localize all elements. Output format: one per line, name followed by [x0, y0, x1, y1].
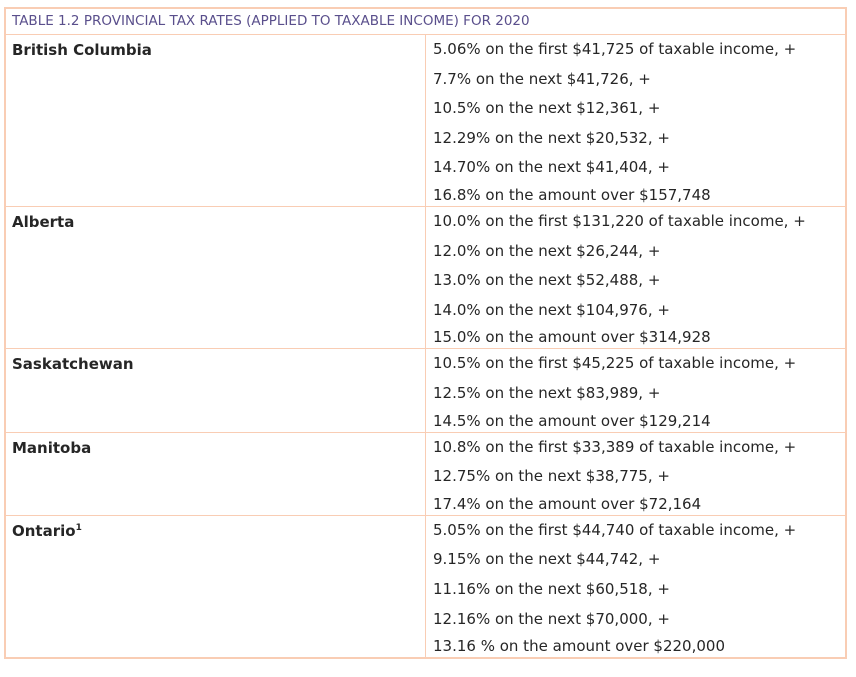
rate-line: 9.15% on the next $44,742, + [433, 550, 661, 569]
rate-line: 10.8% on the first $33,389 of taxable in… [433, 437, 797, 456]
table-title: PROVINCIAL TAX RATES (APPLIED TO TAXABLE… [83, 13, 530, 29]
province-name: Saskatchewan [12, 355, 134, 374]
rate-line: 10.5% on the first $45,225 of taxable in… [433, 354, 797, 373]
rates-cell: 10.0% on the first $131,220 of taxable i… [426, 207, 845, 348]
rates-cell: 10.5% on the first $45,225 of taxable in… [426, 349, 845, 431]
rate-line: 15.0% on the amount over $314,928 [433, 328, 711, 347]
province-name: Manitoba [12, 438, 92, 457]
rate-line: 13.0% on the next $52,488, + [433, 271, 661, 290]
province-cell: Saskatchewan [6, 349, 426, 432]
rate-line: 13.16 % on the amount over $220,000 [433, 637, 726, 656]
rate-line: 14.5% on the amount over $129,214 [433, 411, 711, 430]
table-row: Manitoba 10.8% on the first $33,389 of ta… [6, 432, 845, 516]
rate-line: 5.05% on the first $44,740 of taxable in… [433, 520, 797, 539]
rate-line: 14.70% on the next $41,404, + [433, 158, 670, 177]
province-cell: British Columbia [6, 35, 426, 206]
rate-line: 14.0% on the next $104,976, + [433, 300, 670, 319]
province-cell: Alberta [6, 206, 426, 349]
province-cell: Manitoba [6, 432, 426, 515]
rate-line: 16.8% on the amount over $157,748 [433, 185, 711, 204]
table-row: British Columbia 5.06% on the first $41,7… [6, 35, 845, 207]
province-cell: Ontario1 [6, 515, 426, 658]
rate-line: 10.0% on the first $131,220 of taxable i… [433, 211, 806, 230]
table-row: Alberta 10.0% on the first $131,220 of ta… [6, 206, 845, 350]
rate-line: 5.06% on the first $41,725 of taxable in… [433, 40, 797, 58]
rate-line: 12.0% on the next $26,244, + [433, 241, 661, 260]
rate-line: 12.29% on the next $20,532, + [433, 128, 670, 147]
tax-rate-table: TABLE 1.2 PROVINCIAL TAX RATES (APPLIED … [4, 7, 847, 660]
footnote-marker: 1 [75, 522, 82, 533]
rates-cell: 10.8% on the first $33,389 of taxable in… [426, 433, 845, 515]
province-name: Alberta [12, 212, 75, 231]
rate-line: 12.75% on the next $38,775, + [433, 467, 670, 486]
rate-line: 7.7% on the next $41,726, + [433, 69, 651, 88]
table-caption: TABLE 1.2 PROVINCIAL TAX RATES (APPLIED … [6, 9, 845, 35]
table-row: Saskatchewan 10.5% on the first $45,225 o… [6, 349, 845, 433]
province-name: Ontario [12, 521, 76, 540]
table-number: TABLE 1.2 [12, 13, 80, 29]
province-name: British Columbia [12, 41, 152, 59]
table-body: British Columbia 5.06% on the first $41,7… [6, 35, 845, 658]
rate-line: 10.5% on the next $12,361, + [433, 99, 661, 118]
rates-cell: 5.06% on the first $41,725 of taxable in… [426, 35, 845, 206]
rate-line: 12.16% on the next $70,000, + [433, 609, 670, 628]
table-row: Ontario1 5.05% on the first $44,740 of ta… [6, 515, 845, 658]
rate-line: 11.16% on the next $60,518, + [433, 579, 670, 598]
rate-line: 12.5% on the next $83,989, + [433, 383, 661, 402]
rates-cell: 5.05% on the first $44,740 of taxable in… [426, 516, 845, 657]
rate-line: 17.4% on the amount over $72,164 [433, 494, 702, 513]
